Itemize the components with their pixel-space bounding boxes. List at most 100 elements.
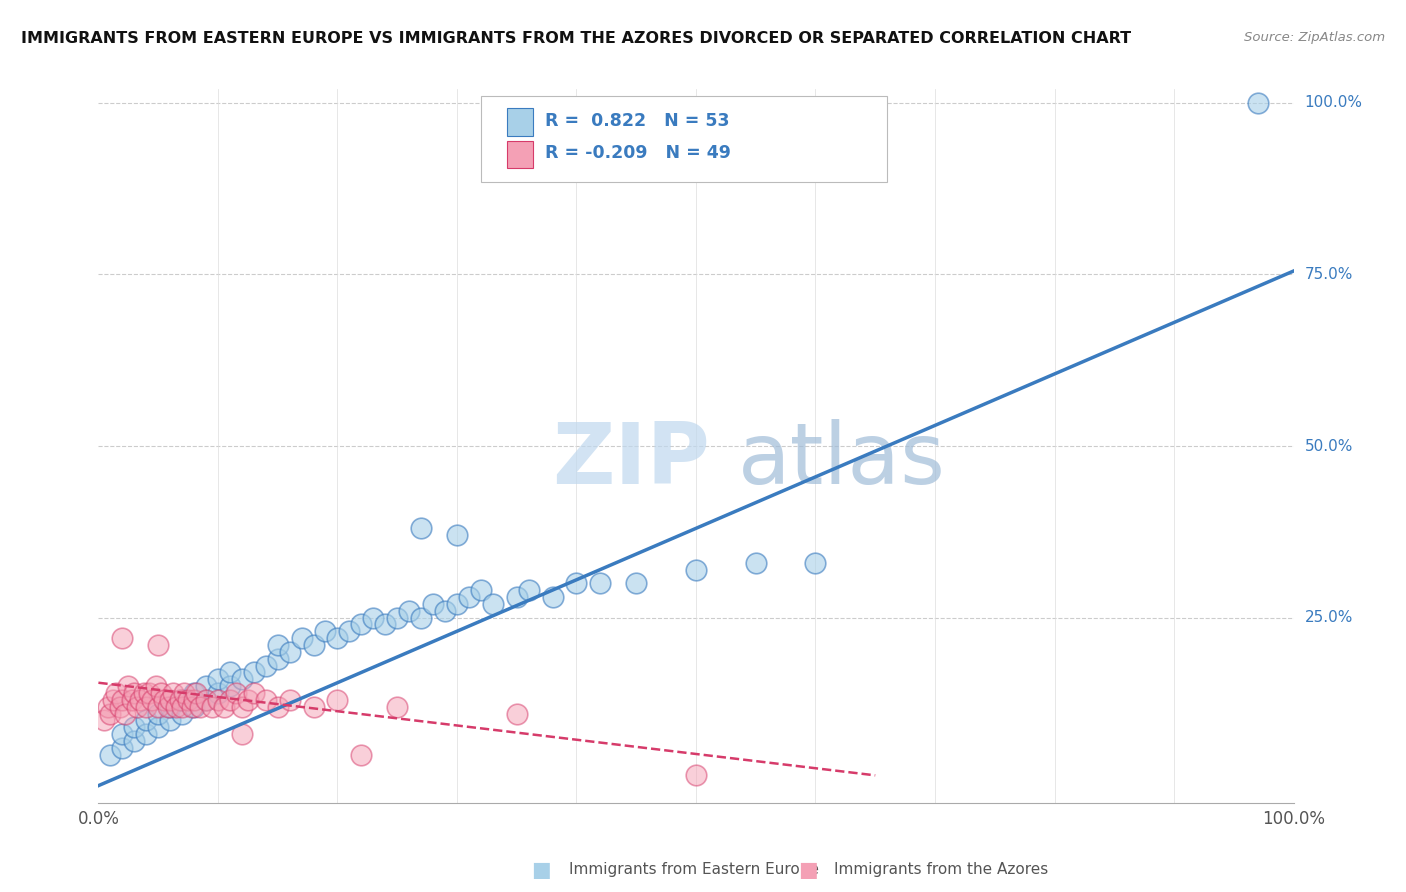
Point: [446, 597, 468, 611]
Point: [111, 740, 134, 755]
Point: [207, 693, 229, 707]
Point: [188, 699, 211, 714]
Point: [231, 673, 253, 687]
Point: [745, 556, 768, 570]
Point: [165, 699, 187, 714]
Point: [470, 583, 492, 598]
Text: 50.0%: 50.0%: [1305, 439, 1353, 453]
Point: [194, 693, 217, 707]
Point: [219, 665, 242, 680]
Point: [231, 727, 253, 741]
Point: [267, 638, 290, 652]
Point: [212, 699, 235, 714]
Point: [207, 686, 229, 700]
Point: [385, 610, 409, 624]
Point: [98, 706, 122, 721]
Point: [111, 631, 134, 645]
Point: [97, 699, 120, 714]
Point: [114, 706, 136, 721]
Point: [124, 686, 146, 700]
Text: Source: ZipAtlas.com: Source: ZipAtlas.com: [1244, 31, 1385, 45]
Text: Immigrants from the Azores: Immigrants from the Azores: [834, 863, 1047, 877]
Point: [363, 610, 385, 624]
Point: [541, 590, 564, 604]
Point: [201, 699, 224, 714]
Point: [117, 679, 139, 693]
Text: 25.0%: 25.0%: [1305, 610, 1353, 625]
Point: [111, 693, 134, 707]
Point: [183, 699, 205, 714]
Point: [350, 617, 373, 632]
Point: [121, 693, 143, 707]
Point: [105, 686, 128, 700]
Point: [254, 693, 277, 707]
Point: [145, 679, 167, 693]
Point: [135, 699, 157, 714]
Point: [148, 699, 170, 714]
Point: [506, 590, 529, 604]
Point: [183, 693, 205, 707]
Point: [149, 686, 172, 700]
Point: [411, 610, 433, 624]
Text: Immigrants from Eastern Europe: Immigrants from Eastern Europe: [569, 863, 820, 877]
Point: [194, 679, 217, 693]
Point: [132, 686, 155, 700]
Point: [1246, 95, 1268, 110]
Point: [315, 624, 337, 639]
Point: [350, 747, 373, 762]
Point: [186, 686, 208, 700]
Point: [183, 686, 205, 700]
Point: [565, 576, 588, 591]
Point: [129, 693, 152, 707]
Point: [302, 638, 325, 652]
Point: [236, 693, 259, 707]
Point: [138, 686, 160, 700]
Point: [446, 528, 468, 542]
Text: IMMIGRANTS FROM EASTERN EUROPE VS IMMIGRANTS FROM THE AZORES DIVORCED OR SEPARAT: IMMIGRANTS FROM EASTERN EUROPE VS IMMIGR…: [21, 31, 1132, 46]
Point: [506, 706, 529, 721]
Point: [148, 720, 170, 734]
Point: [302, 699, 325, 714]
Text: ZIP: ZIP: [553, 418, 710, 502]
Text: R =  0.822   N = 53: R = 0.822 N = 53: [546, 112, 730, 130]
Point: [337, 624, 360, 639]
Point: [194, 693, 217, 707]
Point: [458, 590, 481, 604]
Point: [93, 714, 115, 728]
Point: [108, 699, 131, 714]
Point: [422, 597, 444, 611]
Point: [135, 727, 157, 741]
Point: [374, 617, 396, 632]
Point: [177, 693, 200, 707]
Point: [254, 658, 277, 673]
Point: [290, 631, 312, 645]
Point: [589, 576, 612, 591]
Point: [685, 768, 707, 782]
Text: atlas: atlas: [738, 418, 946, 502]
Point: [101, 693, 124, 707]
Point: [162, 686, 184, 700]
Point: [411, 521, 433, 535]
Point: [219, 693, 242, 707]
Point: [278, 645, 301, 659]
Point: [398, 604, 420, 618]
Bar: [508, 141, 533, 168]
Point: [172, 706, 194, 721]
Point: [433, 604, 456, 618]
Point: [124, 734, 146, 748]
Point: [326, 693, 349, 707]
Point: [231, 699, 253, 714]
Point: [685, 562, 707, 576]
Point: [267, 699, 290, 714]
Point: [141, 693, 163, 707]
Point: [243, 665, 266, 680]
Point: [159, 714, 181, 728]
Point: [125, 699, 148, 714]
Point: [481, 597, 505, 611]
Point: [159, 699, 181, 714]
Point: [148, 706, 170, 721]
Point: [172, 699, 194, 714]
Point: [243, 686, 266, 700]
Text: ■: ■: [799, 860, 818, 880]
Point: [624, 576, 647, 591]
